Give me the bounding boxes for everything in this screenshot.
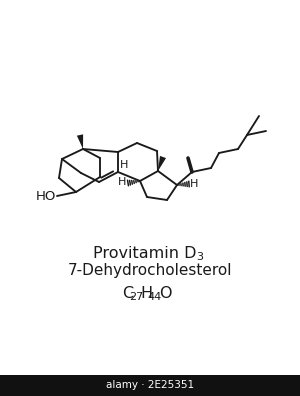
Text: H: H	[120, 160, 128, 170]
Text: H: H	[190, 179, 198, 189]
Text: H: H	[140, 286, 152, 301]
Text: O: O	[159, 286, 172, 301]
Text: alamy · 2E25351: alamy · 2E25351	[106, 380, 194, 390]
Text: 27: 27	[129, 293, 143, 303]
Text: C: C	[122, 286, 133, 301]
Polygon shape	[158, 156, 166, 171]
Text: 44: 44	[147, 293, 161, 303]
Text: H: H	[118, 177, 126, 187]
Text: 3: 3	[196, 251, 203, 261]
Text: Provitamin D: Provitamin D	[93, 246, 197, 261]
Polygon shape	[77, 134, 83, 149]
Text: 7-Dehydrocholesterol: 7-Dehydrocholesterol	[68, 263, 232, 278]
Text: HO: HO	[36, 190, 56, 202]
Bar	[0, 375, 300, 396]
